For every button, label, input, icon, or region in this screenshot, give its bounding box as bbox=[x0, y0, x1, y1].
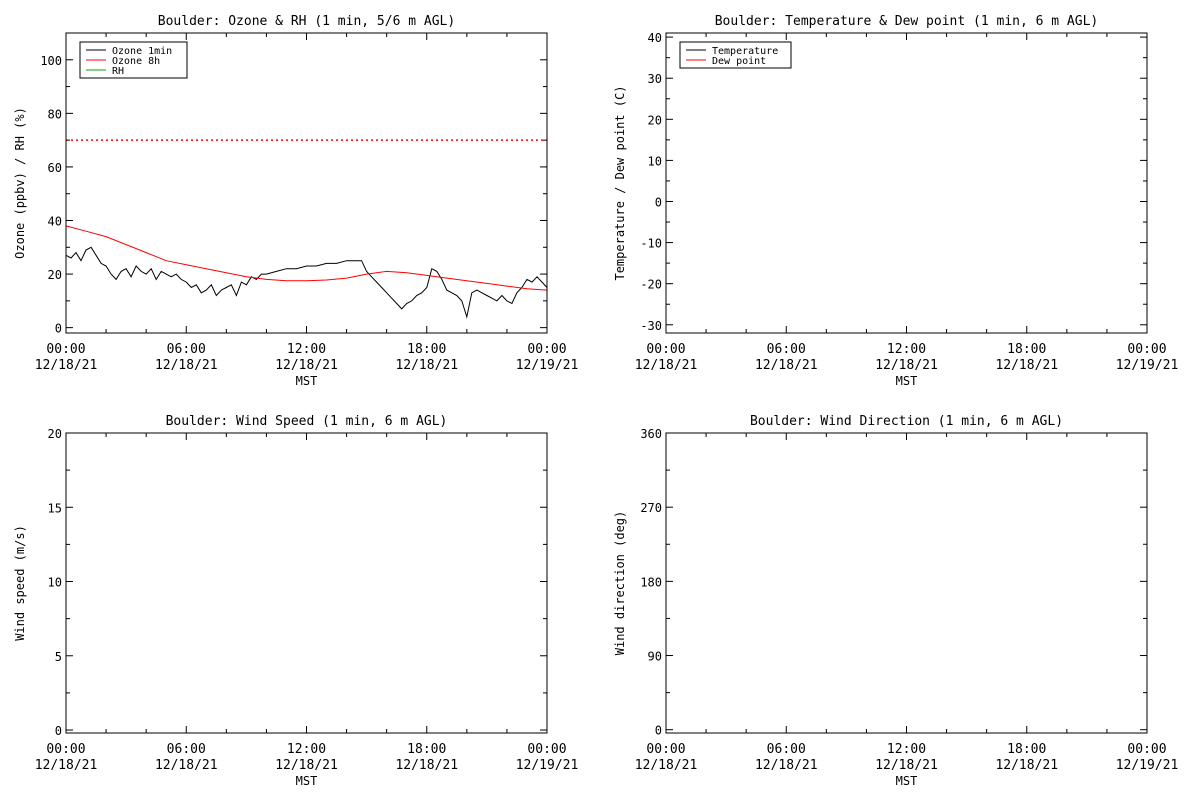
y-tick-label: 20 bbox=[648, 113, 662, 127]
chart-title: Boulder: Wind Speed (1 min, 6 m AGL) bbox=[166, 414, 448, 429]
x-tick-label: 12/18/21 bbox=[395, 358, 458, 373]
y-tick-label: 10 bbox=[648, 154, 662, 168]
chart-panel-2: Boulder: Temperature & Dew point (1 min,… bbox=[613, 14, 1178, 388]
y-tick-label: 30 bbox=[648, 72, 662, 86]
y-axis-label: Wind speed (m/s) bbox=[13, 525, 27, 641]
x-tick-label: 12/18/21 bbox=[755, 758, 818, 773]
y-tick-label: 360 bbox=[640, 427, 662, 441]
chart-panel-3: Boulder: Wind Speed (1 min, 6 m AGL) MST W… bbox=[13, 414, 578, 788]
chart-title: Boulder: Wind Direction (1 min, 6 m AGL) bbox=[750, 414, 1063, 429]
plot-frame bbox=[65, 432, 548, 734]
chart-title: Boulder: Temperature & Dew point (1 min,… bbox=[715, 14, 1099, 29]
x-tick-label: 00:00 bbox=[527, 342, 566, 357]
y-tick-label: 0 bbox=[55, 724, 62, 738]
y-tick-label: 0 bbox=[655, 724, 662, 738]
x-tick-label: 18:00 bbox=[407, 742, 446, 757]
y-tick-label: -30 bbox=[640, 319, 662, 333]
y-tick-label: 0 bbox=[55, 322, 62, 336]
x-tick-label: 12/19/21 bbox=[516, 358, 579, 373]
legend-entry: RH bbox=[112, 66, 124, 77]
x-tick-label: 12/19/21 bbox=[516, 758, 579, 773]
x-tick-label: 12/19/21 bbox=[1116, 758, 1179, 773]
legend-box bbox=[679, 41, 792, 69]
y-tick-label: 80 bbox=[48, 107, 62, 121]
x-axis-label: MST bbox=[896, 774, 918, 788]
x-tick-label: 00:00 bbox=[1127, 342, 1166, 357]
x-tick-label: 00:00 bbox=[646, 742, 685, 757]
x-tick-label: 12/18/21 bbox=[275, 758, 338, 773]
x-tick-label: 00:00 bbox=[1127, 742, 1166, 757]
y-axis-label: Ozone (ppbv) / RH (%) bbox=[13, 107, 27, 259]
x-tick-label: 12/18/21 bbox=[35, 358, 98, 373]
series-ozone-1min-line bbox=[65, 246, 548, 319]
y-tick-label: 90 bbox=[648, 650, 662, 664]
x-tick-label: 12/18/21 bbox=[635, 758, 698, 773]
y-tick-label: 180 bbox=[640, 575, 662, 589]
x-tick-label: 06:00 bbox=[767, 342, 806, 357]
x-tick-label: 12/18/21 bbox=[395, 758, 458, 773]
y-axis-label: Wind direction (deg) bbox=[613, 511, 627, 656]
legend-entry: Ozone 8h bbox=[112, 56, 160, 67]
legend-entry: Temperature bbox=[712, 46, 778, 57]
chart-panel-1: Boulder: Ozone & RH (1 min, 5/6 m AGL) MS… bbox=[13, 14, 578, 388]
y-axis-label: Temperature / Dew point (C) bbox=[613, 85, 627, 280]
x-tick-label: 00:00 bbox=[46, 742, 85, 757]
legend-entry: Ozone 1min bbox=[112, 46, 172, 57]
x-tick-label: 00:00 bbox=[46, 342, 85, 357]
y-tick-label: 15 bbox=[48, 501, 62, 515]
plot-frame bbox=[665, 32, 1148, 334]
x-tick-label: 12/18/21 bbox=[155, 758, 218, 773]
y-tick-label: 10 bbox=[48, 576, 62, 590]
x-tick-label: 12/18/21 bbox=[755, 358, 818, 373]
x-tick-label: 12/18/21 bbox=[995, 358, 1058, 373]
y-tick-label: -10 bbox=[640, 237, 662, 251]
x-tick-label: 12:00 bbox=[887, 742, 926, 757]
x-tick-label: 12/18/21 bbox=[875, 358, 938, 373]
chart-title: Boulder: Ozone & RH (1 min, 5/6 m AGL) bbox=[158, 14, 455, 29]
y-tick-label: 0 bbox=[655, 195, 662, 209]
x-tick-label: 12/19/21 bbox=[1116, 358, 1179, 373]
x-tick-label: 18:00 bbox=[1007, 742, 1046, 757]
y-tick-label: 20 bbox=[48, 427, 62, 441]
plot-frame bbox=[65, 32, 548, 334]
y-tick-label: -20 bbox=[640, 278, 662, 292]
x-tick-label: 06:00 bbox=[767, 742, 806, 757]
y-tick-label: 100 bbox=[40, 54, 62, 68]
x-tick-label: 06:00 bbox=[167, 742, 206, 757]
y-tick-label: 40 bbox=[48, 215, 62, 229]
x-tick-label: 00:00 bbox=[646, 342, 685, 357]
x-tick-label: 12/18/21 bbox=[155, 358, 218, 373]
legend-entry: Dew point bbox=[712, 56, 766, 67]
x-tick-label: 12/18/21 bbox=[275, 358, 338, 373]
x-tick-label: 12/18/21 bbox=[875, 758, 938, 773]
y-tick-label: 270 bbox=[640, 501, 662, 515]
x-tick-label: 18:00 bbox=[1007, 342, 1046, 357]
chart-panel-4: Boulder: Wind Direction (1 min, 6 m AGL)… bbox=[613, 414, 1178, 788]
x-axis-label: MST bbox=[896, 374, 918, 388]
series-ozone-8h-line bbox=[65, 225, 548, 291]
x-tick-label: 12:00 bbox=[287, 742, 326, 757]
x-tick-label: 12/18/21 bbox=[995, 758, 1058, 773]
x-tick-label: 00:00 bbox=[527, 742, 566, 757]
x-tick-label: 06:00 bbox=[167, 342, 206, 357]
x-axis-label: MST bbox=[296, 374, 318, 388]
y-tick-label: 5 bbox=[55, 650, 62, 664]
y-tick-label: 20 bbox=[48, 268, 62, 282]
x-tick-label: 12:00 bbox=[887, 342, 926, 357]
y-tick-label: 60 bbox=[48, 161, 62, 175]
x-tick-label: 12/18/21 bbox=[635, 358, 698, 373]
plot-frame bbox=[665, 432, 1148, 734]
x-tick-label: 12:00 bbox=[287, 342, 326, 357]
y-tick-label: 40 bbox=[648, 31, 662, 45]
x-axis-label: MST bbox=[296, 774, 318, 788]
x-tick-label: 12/18/21 bbox=[35, 758, 98, 773]
x-tick-label: 18:00 bbox=[407, 342, 446, 357]
